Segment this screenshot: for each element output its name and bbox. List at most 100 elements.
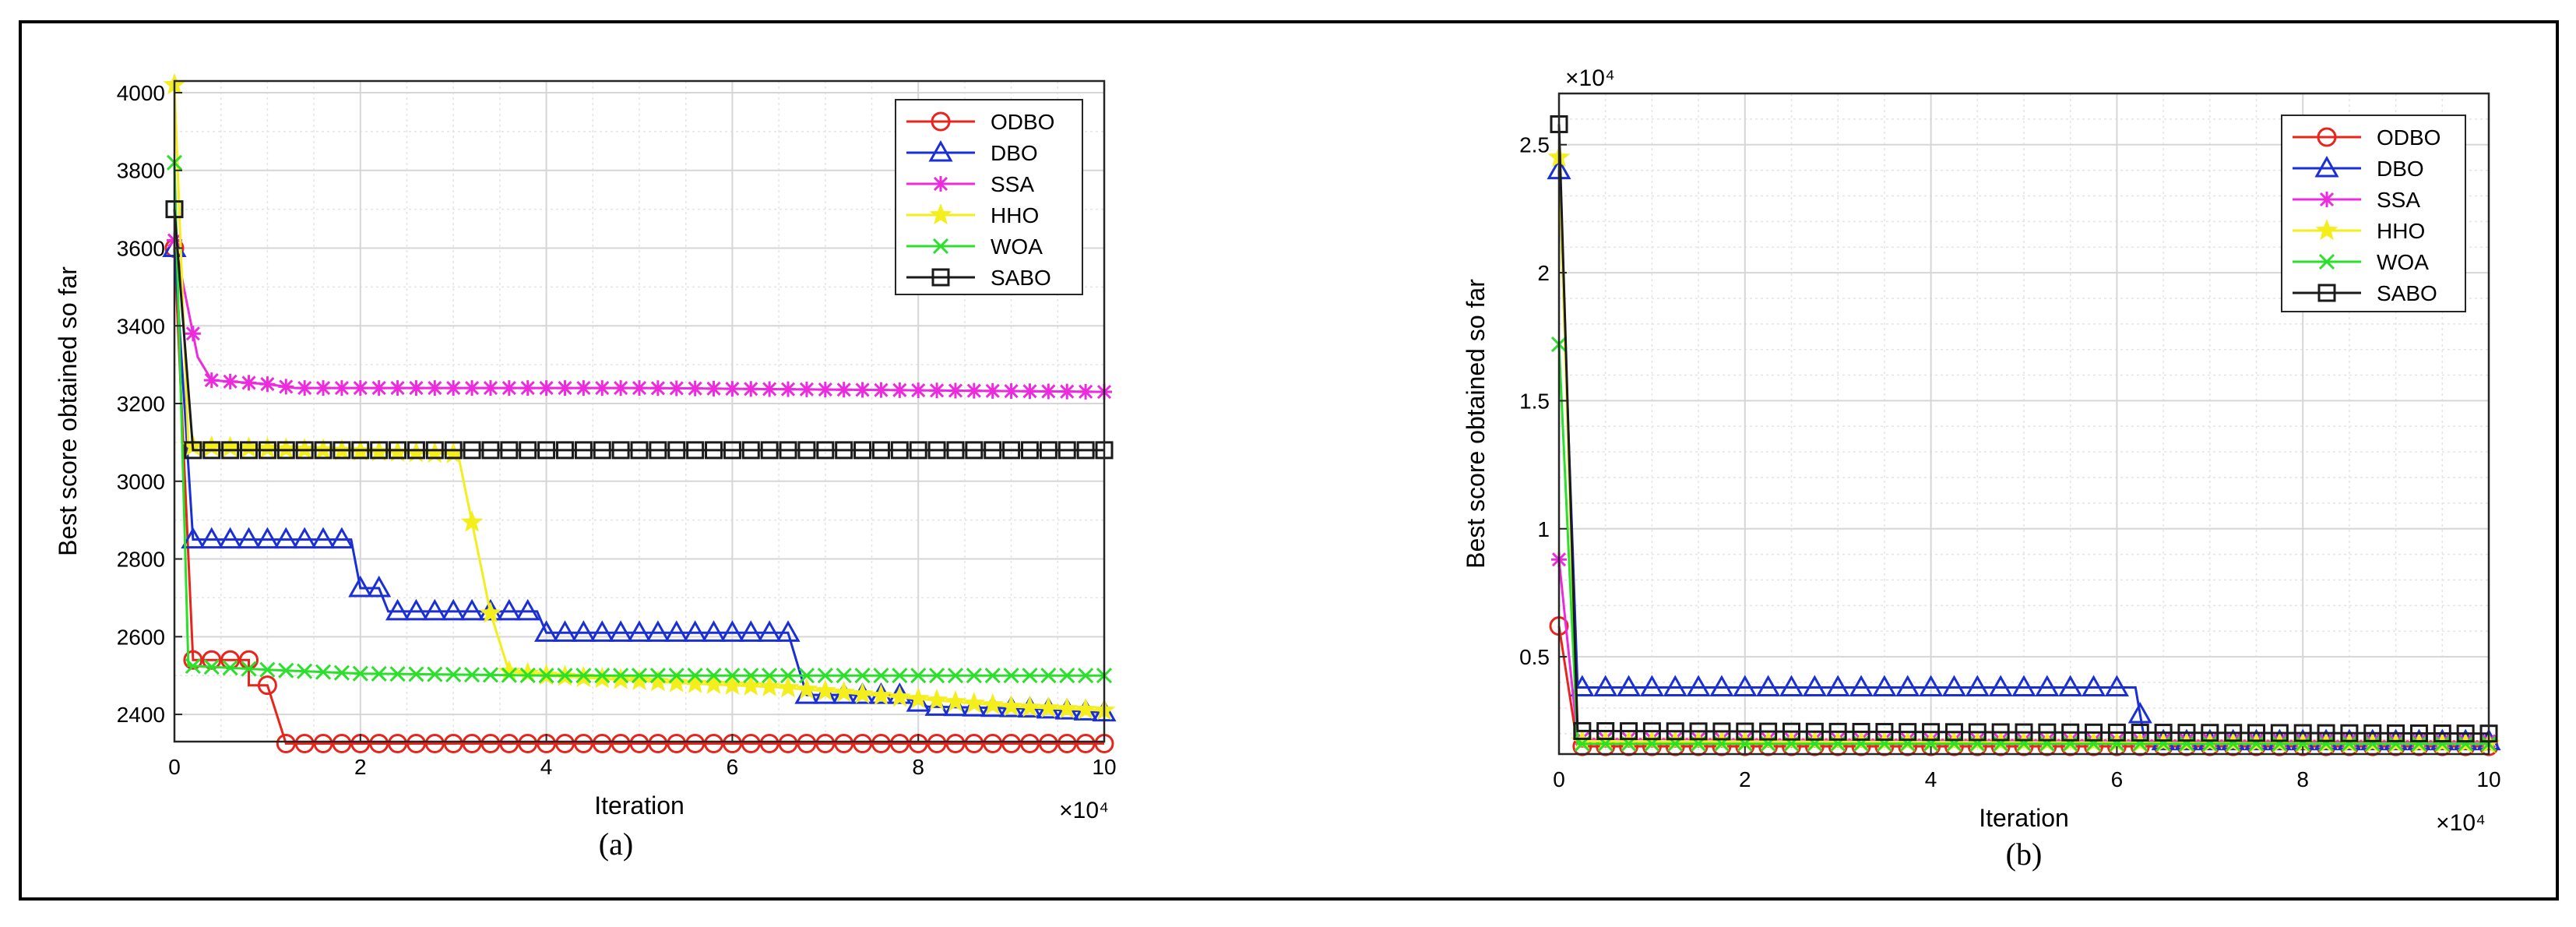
data-point	[2411, 735, 2427, 752]
data-point	[668, 668, 684, 684]
data-point	[1988, 675, 2013, 697]
legend-marker	[2317, 284, 2336, 302]
data-point	[1875, 723, 1894, 742]
y-tick-label: 0.5	[1519, 645, 1550, 669]
data-point	[594, 380, 611, 397]
data-point	[962, 691, 986, 714]
data-point	[2247, 724, 2265, 742]
data-point	[292, 527, 317, 549]
data-point	[1616, 675, 1642, 697]
data-point	[984, 668, 1001, 684]
data-point	[257, 675, 277, 696]
data-point	[183, 650, 203, 670]
data-point	[516, 598, 540, 621]
y-tick-label: 2600	[117, 625, 165, 649]
data-point	[408, 380, 424, 397]
data-point	[741, 441, 760, 460]
y-tick-label: 3200	[117, 392, 165, 416]
data-point	[668, 380, 684, 397]
data-point	[1076, 441, 1095, 460]
data-point	[441, 598, 466, 621]
data-point	[776, 620, 801, 642]
data-point	[389, 380, 406, 397]
x-axis-multiplier: ×10⁴	[1059, 798, 1109, 823]
data-point	[947, 382, 963, 399]
legend-entry-odbo: ODBO	[2293, 125, 2441, 150]
legend-label: WOA	[991, 234, 1043, 259]
data-point	[554, 733, 575, 753]
data-point	[813, 682, 838, 704]
data-point	[2131, 723, 2149, 742]
data-point	[314, 441, 333, 460]
x-tick-label: 0	[168, 755, 181, 779]
data-point	[352, 380, 368, 397]
legend-label: SSA	[991, 172, 1034, 196]
data-point	[406, 733, 426, 753]
data-point	[797, 441, 816, 460]
data-point	[482, 667, 499, 683]
x-tick-label: 2	[1739, 767, 1751, 791]
data-point	[780, 381, 797, 397]
data-point	[481, 441, 500, 460]
data-point	[760, 441, 779, 460]
series-line-sabo	[173, 209, 1104, 452]
data-point	[273, 527, 298, 549]
data-point	[2272, 735, 2288, 752]
data-point	[351, 441, 370, 460]
data-point	[464, 667, 480, 683]
data-point	[2127, 702, 2152, 724]
series-line-odbo	[173, 248, 1104, 745]
data-point	[2109, 735, 2125, 752]
data-point	[1759, 722, 1778, 741]
data-point	[276, 441, 295, 460]
y-tick-label: 2400	[117, 703, 165, 727]
data-point	[2201, 735, 2218, 752]
legend-entry-woa: WOA	[2293, 250, 2429, 274]
data-point	[1642, 722, 1661, 741]
data-point	[743, 381, 759, 397]
data-point	[371, 380, 387, 397]
data-point	[294, 733, 315, 753]
legend-entry-ssa: SSA	[2293, 188, 2420, 212]
ticks: 0 2 4 6 8 10 0.5 1 1.5 2 2.5	[1519, 133, 2501, 791]
data-point	[1733, 675, 1758, 697]
data-point	[1059, 383, 1075, 400]
data-point	[1002, 441, 1021, 460]
data-point	[333, 664, 350, 681]
data-point	[199, 527, 224, 549]
x-tick-label: 8	[2296, 767, 2309, 791]
data-point	[909, 441, 927, 460]
data-point	[573, 733, 593, 753]
data-point	[460, 510, 484, 532]
legend-entry-hho: HHO	[2293, 218, 2425, 243]
data-point	[779, 441, 797, 460]
data-point	[222, 660, 238, 676]
data-point	[1000, 694, 1023, 717]
data-point	[2107, 723, 2126, 742]
data-point	[720, 620, 744, 642]
axes-box	[1557, 92, 2490, 756]
data-point	[925, 688, 948, 710]
data-point	[222, 373, 238, 389]
data-point	[348, 575, 373, 597]
data-point	[278, 379, 294, 395]
legend-marker	[928, 139, 953, 162]
data-point	[571, 620, 596, 642]
data-point	[778, 733, 798, 753]
x-tick-label: 6	[727, 755, 739, 779]
legend-label: SABO	[991, 266, 1051, 290]
data-point	[462, 733, 482, 753]
data-point	[798, 381, 815, 397]
data-point	[255, 527, 280, 549]
grid	[1558, 93, 2490, 754]
data-point	[892, 668, 908, 684]
data-point	[611, 441, 630, 460]
data-point	[816, 441, 835, 460]
data-point	[946, 441, 965, 460]
series-group	[1547, 115, 2501, 756]
y-tick-label: 1	[1537, 517, 1550, 541]
data-point	[594, 668, 611, 684]
data-point	[427, 666, 443, 682]
data-point	[185, 657, 201, 675]
data-point	[1895, 675, 1920, 697]
